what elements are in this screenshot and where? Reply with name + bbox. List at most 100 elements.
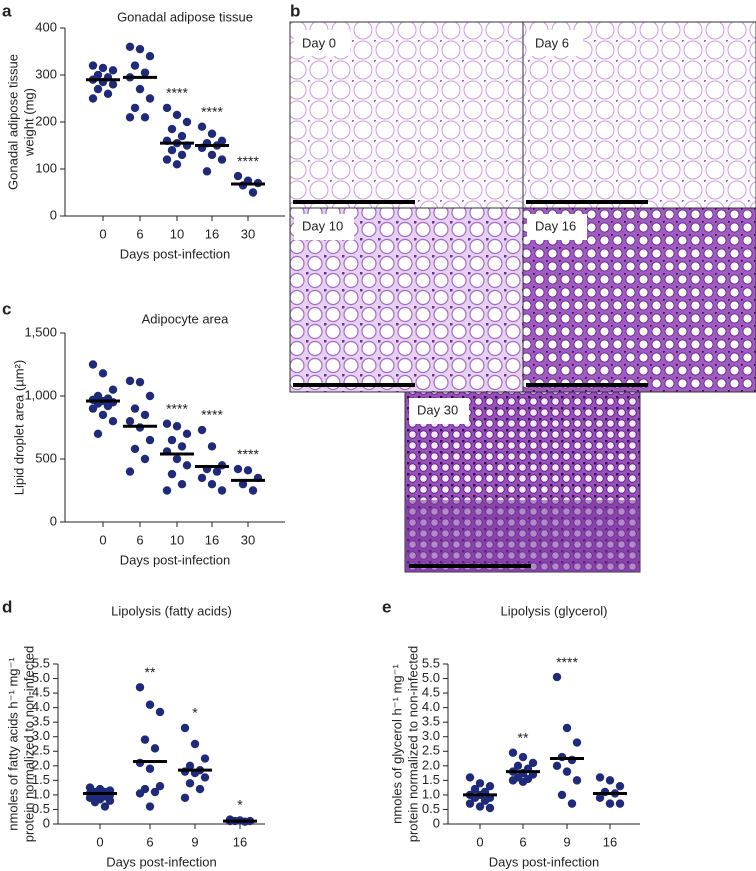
- x-tick-label: 6: [519, 834, 526, 849]
- chart-title: Adipocyte area: [142, 311, 229, 326]
- y-tick-label: 500: [35, 450, 57, 465]
- data-point: [595, 793, 605, 803]
- y-tick-label: 300: [35, 66, 57, 81]
- data-point: [238, 480, 248, 489]
- y-tick-label: 5.0: [32, 670, 50, 685]
- data-point: [513, 761, 523, 771]
- data-point: [217, 155, 227, 164]
- data-point: [162, 103, 172, 113]
- data-point: [475, 779, 485, 788]
- y-tick-label: 1,500: [24, 324, 57, 339]
- significance: ****: [166, 400, 188, 416]
- x-tick-label: 10: [170, 532, 184, 547]
- y-tick-label: 0.5: [32, 801, 50, 816]
- data-point: [105, 796, 115, 805]
- y-tick-label: 400: [35, 19, 57, 34]
- data-point: [155, 707, 165, 717]
- data-point: [480, 796, 490, 805]
- y-tick-label: 0.5: [422, 801, 440, 816]
- data-point: [185, 761, 195, 771]
- data-point: [177, 131, 187, 141]
- data-point: [182, 461, 192, 470]
- y-tick-label: 1.5: [32, 772, 50, 787]
- x-tick-label: 16: [205, 532, 219, 547]
- x-tick-label: 0: [99, 226, 106, 241]
- data-point: [233, 464, 243, 474]
- data-point: [145, 391, 155, 401]
- significance: *: [237, 796, 243, 812]
- data-point: [518, 777, 528, 787]
- data-point: [185, 779, 195, 788]
- data-point: [108, 80, 118, 89]
- data-point: [177, 480, 187, 489]
- data-point: [145, 435, 155, 445]
- data-point: [98, 369, 108, 378]
- x-tick-label: 6: [146, 834, 153, 849]
- data-point: [135, 377, 145, 387]
- y-axis-label: nmoles of fatty acids h⁻¹ mg⁻¹: [5, 657, 20, 831]
- y-axis-label: protein normalized to non-infected: [405, 646, 420, 843]
- x-tick-label: 0: [476, 834, 483, 849]
- data-point: [508, 776, 518, 785]
- data-point: [518, 752, 528, 762]
- data-point: [470, 784, 480, 794]
- micrograph-tissue: [405, 500, 640, 572]
- y-tick-label: 2.0: [32, 757, 50, 772]
- y-tick-label: 1.0: [32, 786, 50, 801]
- label-box: [409, 398, 469, 424]
- data-point: [98, 63, 108, 73]
- significance: **: [145, 664, 156, 680]
- x-tick-label: 9: [191, 834, 198, 849]
- y-tick-label: 3.5: [32, 714, 50, 729]
- significance: ****: [201, 407, 223, 423]
- data-point: [88, 404, 98, 413]
- data-point: [528, 758, 538, 768]
- y-axis-label: protein normalized to non-infected: [21, 646, 36, 843]
- data-point: [130, 103, 140, 113]
- data-point: [177, 442, 187, 451]
- data-point: [88, 61, 98, 70]
- data-point: [233, 171, 243, 181]
- data-point: [135, 683, 145, 692]
- data-point: [103, 401, 113, 411]
- data-point: [145, 802, 155, 811]
- data-point: [197, 122, 207, 131]
- data-point: [172, 110, 182, 120]
- label-box: [294, 214, 354, 240]
- chart-title: Lipolysis (fatty acids): [111, 603, 232, 618]
- y-tick-label: 5.0: [422, 670, 440, 685]
- data-point: [172, 454, 182, 464]
- y-tick-label: 0: [50, 207, 57, 222]
- data-point: [155, 781, 165, 791]
- data-point: [207, 442, 217, 451]
- x-tick-label: 9: [563, 834, 570, 849]
- data-point: [100, 802, 110, 811]
- data-point: [248, 188, 258, 197]
- data-point: [140, 410, 150, 420]
- micrographs: Day 0 Day 6 Day 10 Day 16 Day 30: [289, 21, 756, 573]
- y-tick-label: 3.5: [422, 714, 440, 729]
- data-point: [572, 776, 582, 785]
- y-tick-label: 0: [50, 513, 57, 528]
- chart-title: Lipolysis (glycerol): [501, 603, 608, 618]
- y-tick-label: 0: [433, 815, 440, 830]
- panel-letter: c: [2, 299, 11, 318]
- data-point: [135, 789, 145, 798]
- data-point: [125, 467, 135, 476]
- data-point: [98, 410, 108, 420]
- data-point: [167, 435, 177, 445]
- data-point: [217, 486, 227, 495]
- y-tick-label: 4.5: [32, 685, 50, 700]
- y-tick-label: 2.5: [32, 743, 50, 758]
- y-axis-label: Gonadal adipose tissue: [5, 54, 20, 190]
- micrograph-label: Day 6: [535, 35, 569, 50]
- data-point: [243, 466, 253, 475]
- significance: ****: [166, 85, 188, 101]
- significance: ****: [201, 103, 223, 119]
- data-point: [197, 425, 207, 435]
- data-point: [145, 764, 155, 773]
- data-point: [130, 61, 140, 70]
- data-point: [108, 385, 118, 394]
- y-tick-label: 4.0: [32, 699, 50, 714]
- data-point: [182, 429, 192, 438]
